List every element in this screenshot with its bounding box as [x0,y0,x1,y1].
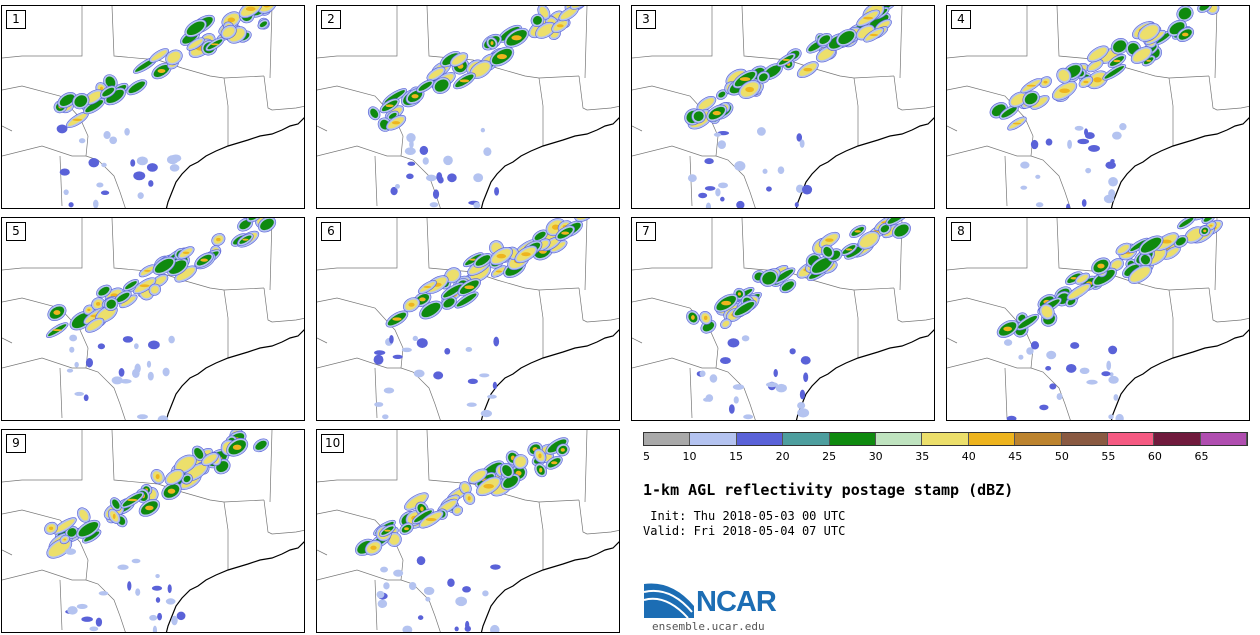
colorbar-tick: 35 [915,450,930,463]
panel-number-label: 5 [6,222,26,241]
site-url: ensemble.ucar.edu [652,620,765,633]
colorbar-segment [736,433,784,445]
panel-number-label: 8 [951,222,971,241]
colorbar-tick: 50 [1054,450,1069,463]
map-6 [317,218,619,420]
member-panel-10: 10 [316,429,620,633]
figure-title: 1-km AGL reflectivity postage stamp (dBZ… [643,481,1014,499]
panel-number-label: 10 [321,434,345,453]
map-3 [632,6,934,208]
map-10 [317,430,619,632]
map-4 [947,6,1249,208]
member-panel-2: 2 [316,5,620,209]
member-panel-6: 6 [316,217,620,421]
colorbar-tick: 60 [1147,450,1162,463]
colorbar-tick: 20 [775,450,790,463]
member-panel-9: 9 [1,429,305,633]
member-panel-7: 7 [631,217,935,421]
colorbar-segment [968,433,1016,445]
map-1 [2,6,304,208]
reflectivity-colorbar [643,432,1248,446]
member-panel-4: 4 [946,5,1250,209]
panel-number-label: 3 [636,10,656,29]
colorbar-tick: 30 [868,450,883,463]
colorbar-segment [783,433,830,445]
colorbar-tick: 55 [1101,450,1116,463]
map-5 [2,218,304,420]
map-7 [632,218,934,420]
valid-time: Valid: Fri 2018-05-04 07 UTC [643,524,846,538]
colorbar-segment [1015,433,1062,445]
map-2 [317,6,619,208]
colorbar-tick: 40 [961,450,976,463]
map-9 [2,430,304,632]
colorbar-segment [875,433,923,445]
panel-number-label: 2 [321,10,341,29]
ncar-logo-text: NCAR [696,586,777,618]
member-panel-1: 1 [1,5,305,209]
colorbar-segment [690,433,737,445]
panel-number-label: 7 [636,222,656,241]
colorbar-segment [1154,433,1201,445]
colorbar-segment [829,433,876,445]
member-panel-8: 8 [946,217,1250,421]
panel-number-label: 9 [6,434,26,453]
colorbar-tick: 10 [682,450,697,463]
panel-number-label: 1 [6,10,26,29]
ncar-logo-icon [643,583,694,619]
panel-number-label: 4 [951,10,971,29]
colorbar-segment [644,433,691,445]
colorbar-segment [922,433,969,445]
member-panel-3: 3 [631,5,935,209]
member-panel-5: 5 [1,217,305,421]
colorbar-segment [1107,433,1155,445]
colorbar-tick: 65 [1194,450,1209,463]
colorbar-tick: 5 [643,450,650,463]
colorbar-tick: 15 [729,450,744,463]
map-8 [947,218,1249,420]
colorbar-tick-labels: 5 10 15 20 25 30 35 40 45 50 55 60 65 [643,450,1248,464]
init-time: Init: Thu 2018-05-03 00 UTC [643,509,846,523]
colorbar-tick: 45 [1008,450,1023,463]
panel-number-label: 6 [321,222,341,241]
colorbar-segment [1200,433,1248,445]
colorbar-segment [1061,433,1108,445]
colorbar-tick: 25 [822,450,837,463]
